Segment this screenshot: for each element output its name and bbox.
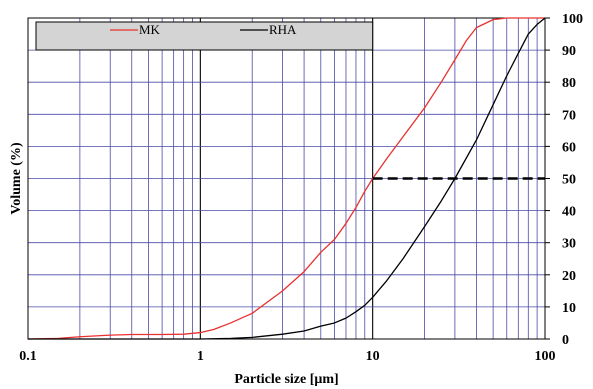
series-layer (27, 17, 546, 340)
legend: MK RHA (35, 21, 374, 51)
series-line-mk (27, 17, 545, 340)
x-tick-label: 100 (535, 349, 556, 364)
y-tick-labels: 0 10 20 30 40 50 60 70 80 90 100 (562, 12, 583, 348)
y-tick-label: 60 (562, 140, 576, 155)
legend-label-mk: MK (139, 22, 161, 37)
y-tick-label: 10 (562, 301, 576, 316)
y-tick-label: 80 (562, 76, 576, 91)
y-tick-label: 0 (562, 333, 569, 348)
x-tick-label: 1 (197, 349, 204, 364)
grid-layer (28, 17, 550, 340)
y-tick-label: 30 (562, 237, 576, 252)
y-tick-label: 40 (562, 205, 576, 220)
x-tick-labels: 0.1 1 10 100 (19, 349, 555, 364)
y-tick-label: 90 (562, 44, 576, 59)
y-tick-label: 50 (562, 173, 576, 188)
x-axis-title: Particle size [μm] (234, 372, 338, 387)
series-line-rha (28, 17, 546, 340)
x-tick-label: 10 (366, 349, 380, 364)
legend-box (35, 21, 374, 51)
y-tick-label: 100 (562, 12, 583, 27)
y-tick-label: 70 (562, 108, 576, 123)
y-tick-label: 20 (562, 269, 576, 284)
x-tick-label: 0.1 (19, 349, 37, 364)
legend-label-rha: RHA (269, 22, 297, 37)
y-axis-title: Volume (%) (9, 142, 24, 215)
